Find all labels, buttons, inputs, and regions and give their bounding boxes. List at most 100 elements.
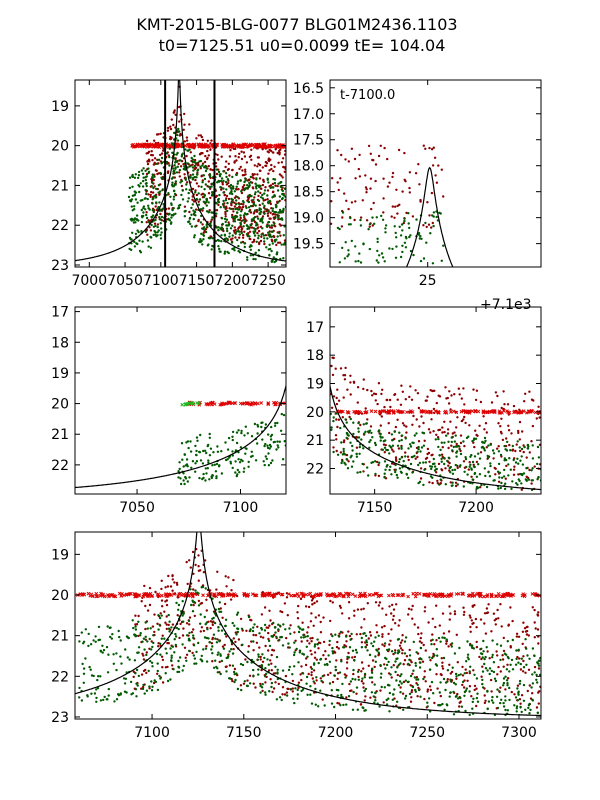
data-point xyxy=(362,470,365,473)
data-point xyxy=(516,457,519,460)
data-point xyxy=(391,439,394,442)
data-point xyxy=(484,474,487,478)
data-point xyxy=(319,620,322,624)
data-point xyxy=(347,601,351,604)
data-point xyxy=(537,405,540,408)
data-point xyxy=(492,701,495,704)
data-point xyxy=(158,616,162,620)
data-point xyxy=(349,638,352,641)
data-point xyxy=(281,458,285,461)
baseline-marker xyxy=(304,592,308,597)
data-point xyxy=(270,167,273,171)
baseline-marker xyxy=(172,592,176,596)
data-point xyxy=(391,205,394,208)
data-point xyxy=(396,204,399,208)
data-point xyxy=(260,664,263,667)
data-point xyxy=(247,194,250,197)
data-point xyxy=(436,687,439,690)
data-point xyxy=(407,613,410,616)
data-point xyxy=(422,461,425,464)
data-point xyxy=(203,188,206,191)
data-point xyxy=(254,258,257,261)
baseline-marker xyxy=(138,142,142,147)
data-point xyxy=(301,628,304,631)
data-point xyxy=(216,638,219,641)
data-point xyxy=(191,178,195,181)
data-point xyxy=(509,646,512,649)
baseline-marker xyxy=(530,592,535,596)
data-point xyxy=(448,695,451,698)
data-point xyxy=(412,640,415,644)
data-point xyxy=(441,446,444,449)
data-point xyxy=(373,222,376,225)
data-point xyxy=(485,431,488,434)
data-point xyxy=(400,445,403,449)
data-point xyxy=(363,618,366,621)
data-point xyxy=(199,613,202,616)
data-point xyxy=(505,679,509,682)
baseline-marker xyxy=(296,594,301,599)
data-point xyxy=(275,238,278,241)
data-point xyxy=(481,441,485,444)
data-point xyxy=(475,389,479,392)
data-point xyxy=(322,640,326,644)
data-point xyxy=(352,432,355,436)
data-point xyxy=(349,381,352,384)
data-point xyxy=(347,460,350,463)
data-point xyxy=(442,244,445,247)
data-point xyxy=(347,695,351,698)
data-point xyxy=(408,395,411,399)
data-point xyxy=(329,599,332,603)
data-point xyxy=(436,436,440,439)
data-point xyxy=(214,470,218,473)
data-point xyxy=(237,638,241,641)
data-point xyxy=(258,203,261,207)
data-point xyxy=(310,673,313,677)
data-point xyxy=(212,616,215,620)
data-point xyxy=(282,165,285,169)
data-point xyxy=(349,223,352,226)
data-point xyxy=(526,447,530,450)
data-point xyxy=(353,614,356,617)
data-point xyxy=(429,475,433,478)
data-point xyxy=(499,486,502,490)
data-point xyxy=(309,649,312,652)
data-point xyxy=(196,173,199,176)
data-point xyxy=(255,641,259,644)
data-point xyxy=(274,631,277,634)
data-point xyxy=(473,445,476,449)
data-point xyxy=(262,234,266,237)
data-point xyxy=(145,182,148,185)
data-point xyxy=(454,463,457,467)
data-point xyxy=(380,392,383,396)
data-point xyxy=(364,174,367,177)
data-point xyxy=(519,472,523,476)
data-point xyxy=(362,682,365,685)
model-curve xyxy=(405,166,454,267)
data-point xyxy=(240,227,244,230)
data-point xyxy=(267,151,270,154)
data-point xyxy=(286,614,289,617)
data-point xyxy=(277,682,280,686)
data-point xyxy=(399,662,402,665)
data-point xyxy=(273,181,277,185)
data-point xyxy=(333,674,336,677)
data-point xyxy=(480,446,484,449)
data-point xyxy=(353,659,356,662)
data-point xyxy=(178,656,182,659)
data-point xyxy=(339,630,343,634)
data-point xyxy=(165,599,169,602)
x-tick-label: 7050 xyxy=(119,500,155,516)
data-point xyxy=(188,165,191,168)
data-point xyxy=(415,678,418,681)
data-point xyxy=(215,194,218,198)
baseline-marker xyxy=(350,592,355,597)
data-point xyxy=(149,235,152,239)
data-point xyxy=(383,451,386,454)
data-point xyxy=(414,172,418,175)
data-point xyxy=(145,216,149,220)
data-point xyxy=(408,226,411,230)
data-point xyxy=(106,625,109,628)
data-point xyxy=(260,235,263,238)
